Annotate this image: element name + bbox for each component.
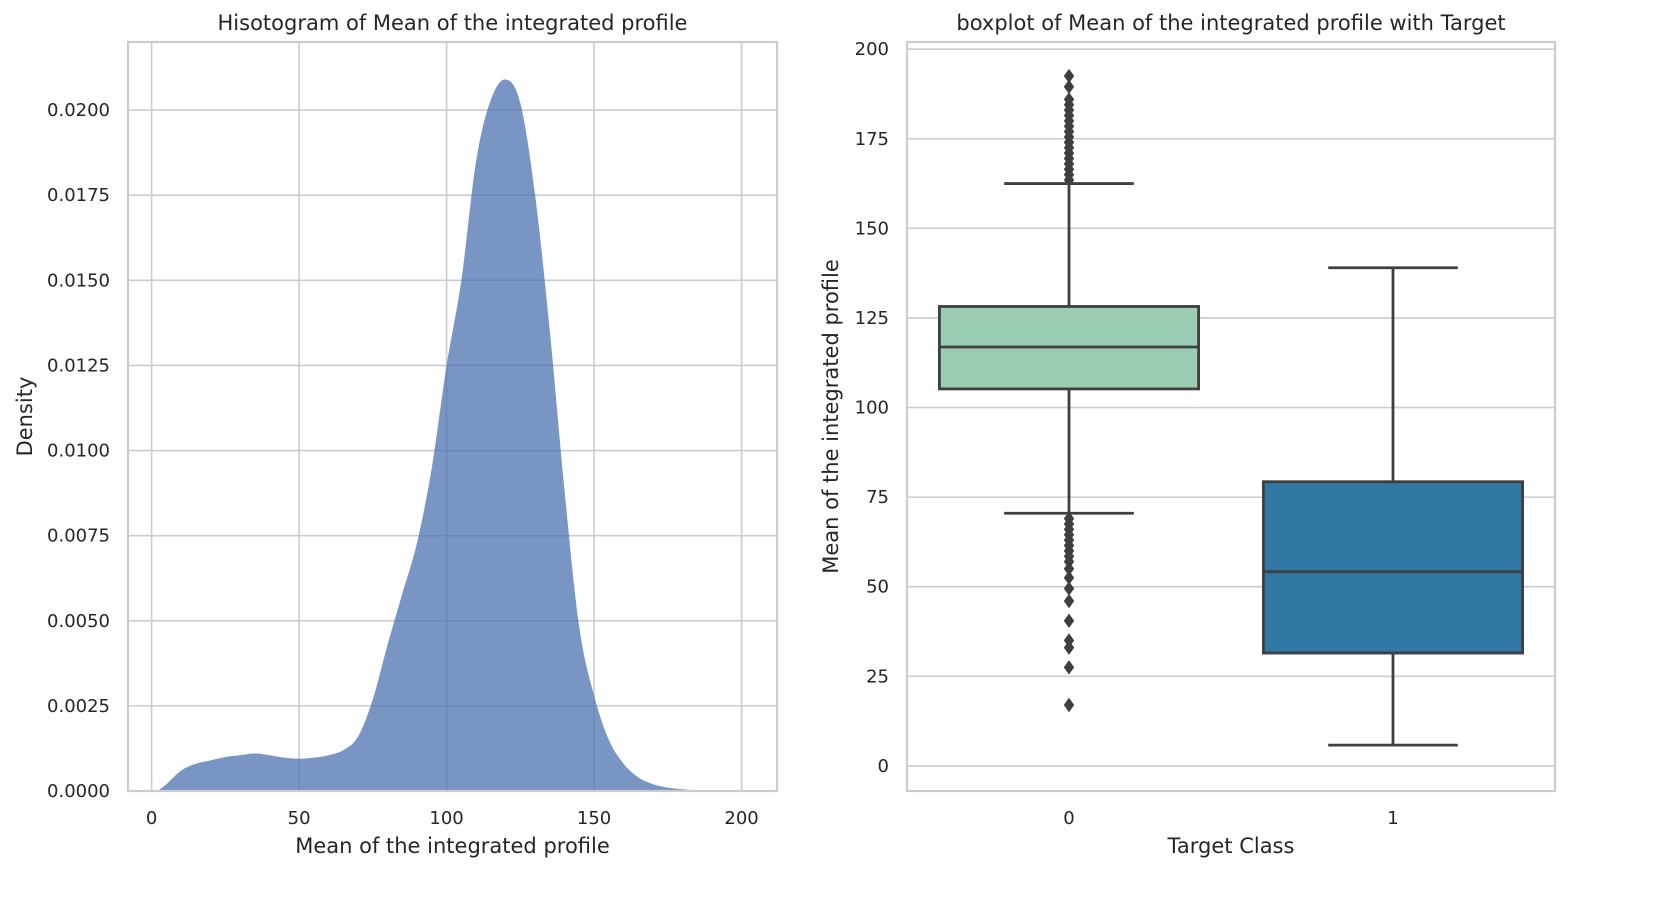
- boxplot-y-tick-labels: 0 25 50 75 100 125 150 175 200: [855, 39, 889, 777]
- density-x-tick-label: 200: [724, 808, 758, 829]
- boxplot-y-tick-label: 75: [866, 487, 889, 508]
- outlier-point: [1063, 570, 1075, 585]
- boxplot-y-tick-label: 175: [855, 129, 889, 150]
- outlier-point: [1063, 593, 1075, 609]
- boxplot-x-tick-label: 0: [1063, 808, 1074, 829]
- boxplot-x-axis-label: Target Class: [1167, 834, 1295, 858]
- density-y-axis-label: Density: [13, 377, 37, 457]
- boxplot-plot-frame: [905, 40, 1557, 793]
- outlier-point: [1063, 613, 1075, 628]
- outlier-point: [1063, 697, 1075, 713]
- boxplot-x-tick-label: 1: [1387, 808, 1398, 829]
- density-y-tick-label: 0.0175: [47, 185, 110, 206]
- density-x-tick-label: 50: [288, 808, 311, 829]
- outlier-point: [1063, 581, 1075, 596]
- outlier-point: [1063, 511, 1075, 526]
- density-area: [157, 79, 742, 792]
- box-group-0: [938, 68, 1201, 713]
- boxplot-y-tick-label: 0: [878, 756, 889, 777]
- density-y-tick-label: 0.0150: [47, 270, 110, 291]
- boxplot-y-axis-label: Mean of the integrated profile: [819, 259, 843, 574]
- outlier-point: [1063, 633, 1075, 648]
- boxplot-y-tick-label: 25: [866, 666, 889, 687]
- density-chart-title: Hisotogram of Mean of the integrated pro…: [218, 11, 688, 35]
- boxplot-y-tick-label: 200: [855, 39, 889, 60]
- boxplot-y-tick-label: 125: [855, 308, 889, 329]
- box-group-1: [1262, 266, 1525, 747]
- density-y-tick-labels: 0.0000 0.0025 0.0050 0.0075 0.0100 0.0125 0.01…: [47, 100, 110, 802]
- boxplot-marks: [938, 68, 1525, 747]
- outlier-point: [1063, 79, 1075, 94]
- boxplot-chart-title: boxplot of Mean of the integrated profil…: [956, 11, 1505, 35]
- density-x-axis-label: Mean of the integrated profile: [295, 834, 610, 858]
- boxplot-y-tick-label: 100: [855, 398, 889, 419]
- density-x-tick-label: 150: [577, 808, 611, 829]
- outlier-point: [1063, 660, 1075, 675]
- density-y-tick-label: 0.0050: [47, 611, 110, 632]
- density-x-tick-labels: 0 50 100 150 200: [146, 808, 759, 829]
- outlier-point: [1063, 68, 1075, 84]
- density-y-tick-label: 0.0075: [47, 526, 110, 547]
- density-y-tick-label: 0.0025: [47, 696, 110, 717]
- box-iqr: [1262, 480, 1525, 655]
- density-plot-frame: [126, 40, 779, 793]
- density-chart: 0 50 100 150 200 0.00000.00250.00500.00750.0…: [13, 11, 779, 858]
- density-y-tick-label: 0.0100: [47, 441, 110, 462]
- outlier-point: [1063, 92, 1075, 107]
- boxplot-y-tick-label: 50: [866, 577, 889, 598]
- density-y-tick-label: 0.0000: [47, 781, 110, 802]
- density-y-tick-label: 0.0125: [47, 355, 110, 376]
- density-y-tick-label: 0.0200: [47, 100, 110, 121]
- boxplot-y-tick-label: 150: [855, 218, 889, 239]
- density-x-tick-label: 100: [429, 808, 463, 829]
- density-x-tick-label: 0: [146, 808, 157, 829]
